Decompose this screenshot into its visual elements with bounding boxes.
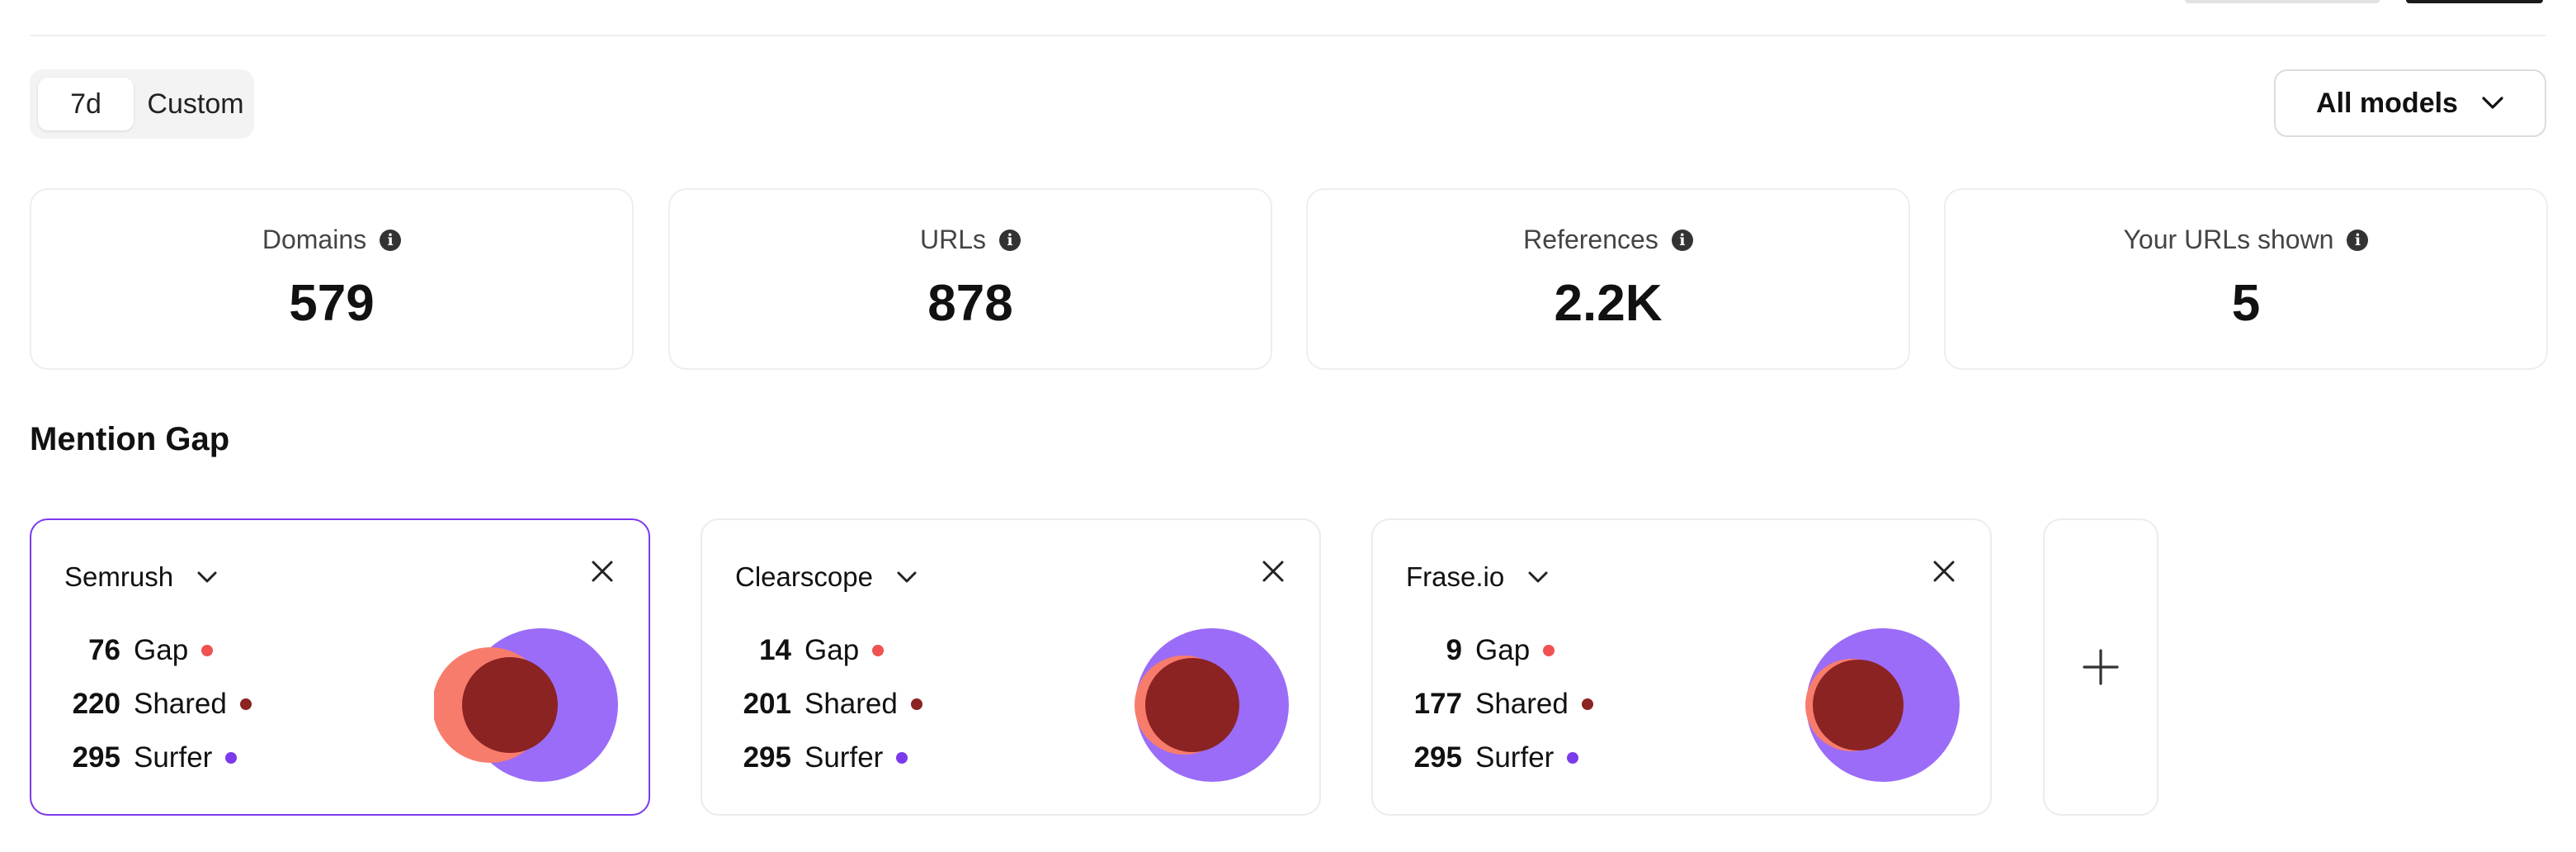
close-icon[interactable] — [591, 560, 614, 583]
shared-dot — [910, 698, 922, 710]
competitor-select[interactable]: Semrush — [64, 561, 218, 593]
surfer-row: 295 Surfer — [64, 741, 238, 774]
chevron-down-icon — [197, 571, 217, 583]
shared-label: Shared — [804, 688, 898, 720]
period-toggle: 7d Custom — [30, 69, 254, 139]
stat-card-references: References i 2.2K — [1306, 188, 1910, 370]
gap-row: 76 Gap — [64, 634, 214, 667]
venn-shared-region — [462, 657, 558, 753]
surfer-count: 295 — [1413, 741, 1462, 774]
stat-label: References — [1523, 225, 1658, 254]
shared-label: Shared — [134, 688, 227, 720]
header-divider — [30, 35, 2546, 36]
venn-diagram — [1135, 628, 1289, 782]
gap-count: 76 — [88, 634, 120, 666]
chevron-down-icon — [1528, 571, 1548, 583]
info-icon[interactable]: i — [2347, 229, 2369, 251]
competitor-name: Clearscope — [735, 561, 873, 592]
comparison-card-clearscope[interactable]: Clearscope 14 Gap 201 Shared 295 Surfer — [701, 518, 1321, 816]
stat-label: Your URLs shown — [2123, 225, 2334, 254]
models-dropdown[interactable]: All models — [2274, 69, 2546, 137]
shared-label: Shared — [1475, 688, 1569, 720]
info-icon[interactable]: i — [1671, 229, 1693, 251]
gap-dot — [201, 645, 214, 656]
stat-value: 5 — [2231, 275, 2261, 332]
stat-label: Domains — [262, 225, 367, 254]
surfer-dot — [1567, 752, 1579, 764]
chevron-down-icon — [2482, 97, 2503, 109]
venn-diagram — [1805, 628, 1960, 782]
gap-label: Gap — [134, 634, 189, 666]
surfer-dot — [225, 752, 238, 764]
gap-label: Gap — [804, 634, 860, 666]
comparison-card-semrush[interactable]: Semrush 76 Gap 220 Shared 295 Surfer — [30, 518, 650, 816]
competitor-select[interactable]: Frase.io — [1406, 561, 1549, 593]
shared-row: 177 Shared — [1406, 688, 1593, 721]
info-icon[interactable]: i — [380, 229, 402, 251]
surfer-dot — [896, 752, 908, 764]
plus-icon — [2083, 649, 2119, 685]
competitor-name: Frase.io — [1406, 561, 1505, 592]
close-icon[interactable] — [1932, 560, 1956, 583]
surfer-count: 295 — [72, 741, 120, 774]
stat-card-domains: Domains i 579 — [30, 188, 634, 370]
stat-label: URLs — [919, 225, 986, 254]
stat-value: 2.2K — [1554, 275, 1663, 332]
shared-dot — [239, 698, 252, 710]
gap-row: 9 Gap — [1406, 634, 1555, 667]
gap-count: 14 — [759, 634, 791, 666]
competitor-select[interactable]: Clearscope — [735, 561, 918, 593]
header-button-partial[interactable] — [2185, 0, 2380, 3]
info-icon[interactable]: i — [999, 229, 1021, 251]
period-option-custom[interactable]: Custom — [147, 88, 244, 120]
stat-card-your-urls-shown: Your URLs shown i 5 — [1944, 188, 2548, 370]
surfer-row: 295 Surfer — [735, 741, 908, 774]
add-comparison-button[interactable] — [2043, 518, 2158, 816]
venn-shared-region — [1145, 658, 1239, 752]
shared-count: 220 — [72, 688, 120, 720]
shared-count: 201 — [743, 688, 791, 720]
period-option-7d[interactable]: 7d — [38, 78, 134, 130]
shared-count: 177 — [1413, 688, 1462, 720]
section-title: Mention Gap — [30, 421, 230, 457]
models-dropdown-label: All models — [2316, 87, 2458, 119]
header-button-partial-dark[interactable] — [2406, 0, 2543, 3]
surfer-label: Surfer — [804, 741, 884, 774]
gap-dot — [1543, 645, 1555, 656]
gap-dot — [872, 645, 885, 656]
gap-row: 14 Gap — [735, 634, 885, 667]
surfer-label: Surfer — [1475, 741, 1555, 774]
venn-diagram — [434, 628, 618, 782]
surfer-label: Surfer — [134, 741, 213, 774]
shared-row: 201 Shared — [735, 688, 922, 721]
close-icon[interactable] — [1262, 560, 1285, 583]
shared-row: 220 Shared — [64, 688, 252, 721]
stat-card-urls: URLs i 878 — [668, 188, 1272, 370]
chevron-down-icon — [897, 571, 917, 583]
surfer-count: 295 — [743, 741, 791, 774]
gap-count: 9 — [1446, 634, 1462, 666]
stat-value: 579 — [289, 275, 375, 332]
shared-dot — [1581, 698, 1593, 710]
venn-shared-region — [1813, 660, 1904, 750]
gap-label: Gap — [1475, 634, 1531, 666]
comparison-card-frase[interactable]: Frase.io 9 Gap 177 Shared 295 Surfer — [1371, 518, 1992, 816]
stat-value: 878 — [927, 275, 1013, 332]
surfer-row: 295 Surfer — [1406, 741, 1579, 774]
competitor-name: Semrush — [64, 561, 174, 592]
